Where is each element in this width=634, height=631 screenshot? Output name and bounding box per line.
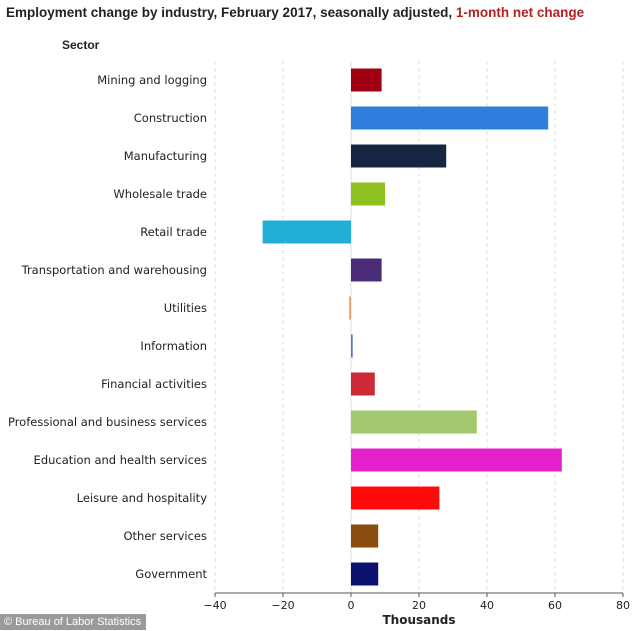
category-label-utilities: Utilities xyxy=(164,301,207,315)
x-tick-label-40: 40 xyxy=(480,599,494,612)
category-label-mining-and-logging: Mining and logging xyxy=(97,73,207,87)
category-label-retail-trade: Retail trade xyxy=(140,225,207,239)
category-label-financial-activities: Financial activities xyxy=(101,377,207,391)
x-tick-label-80: 80 xyxy=(616,599,630,612)
bar-leisure-and-hospitality xyxy=(351,486,440,510)
x-axis-label: Thousands xyxy=(382,613,455,627)
bar-other-services xyxy=(351,524,379,548)
category-label-manufacturing: Manufacturing xyxy=(124,149,207,163)
category-label-professional-and-business-services: Professional and business services xyxy=(8,415,207,429)
bar-retail-trade xyxy=(262,220,351,244)
x-axis: −40 −20 0 20 40 60 80 xyxy=(203,592,630,612)
category-label-information: Information xyxy=(140,339,207,353)
x-tick-label-60: 60 xyxy=(548,599,562,612)
category-label-government: Government xyxy=(135,567,207,581)
bar-mining-and-logging xyxy=(351,68,382,92)
bar-manufacturing xyxy=(351,144,447,168)
bar-education-and-health-services xyxy=(351,448,562,472)
bar-transportation-and-warehousing xyxy=(351,258,382,282)
chart-title-highlight: 1-month net change xyxy=(455,5,585,20)
x-tick-label-0: 0 xyxy=(348,599,355,612)
category-labels: Mining and logging Construction Manufactur… xyxy=(8,73,208,581)
category-label-transportation-and-warehousing: Transportation and warehousing xyxy=(21,263,207,277)
chart-title-main: Employment change by industry, February … xyxy=(6,5,453,20)
x-tick-label-40: −40 xyxy=(203,599,226,612)
bar-construction xyxy=(351,106,549,130)
category-label-wholesale-trade: Wholesale trade xyxy=(113,187,207,201)
bar-information xyxy=(351,334,353,358)
bar-professional-and-business-services xyxy=(351,410,477,434)
source-credit: © Bureau of Labor Statistics xyxy=(0,614,147,630)
category-label-education-and-health-services: Education and health services xyxy=(34,453,207,467)
category-label-other-services: Other services xyxy=(124,529,208,543)
category-label-leisure-and-hospitality: Leisure and hospitality xyxy=(77,491,208,505)
bar-financial-activities xyxy=(351,372,375,396)
bars xyxy=(262,68,562,586)
category-axis-title: Sector xyxy=(62,38,100,52)
grid-lines xyxy=(214,61,624,593)
x-tick-label-20: −20 xyxy=(271,599,294,612)
bar-wholesale-trade xyxy=(351,182,385,206)
category-label-construction: Construction xyxy=(134,111,207,125)
chart-title: Employment change by industry, February … xyxy=(6,5,584,20)
bar-utilities xyxy=(349,296,351,320)
bar-government xyxy=(351,562,379,586)
x-tick-label-20: 20 xyxy=(412,599,426,612)
